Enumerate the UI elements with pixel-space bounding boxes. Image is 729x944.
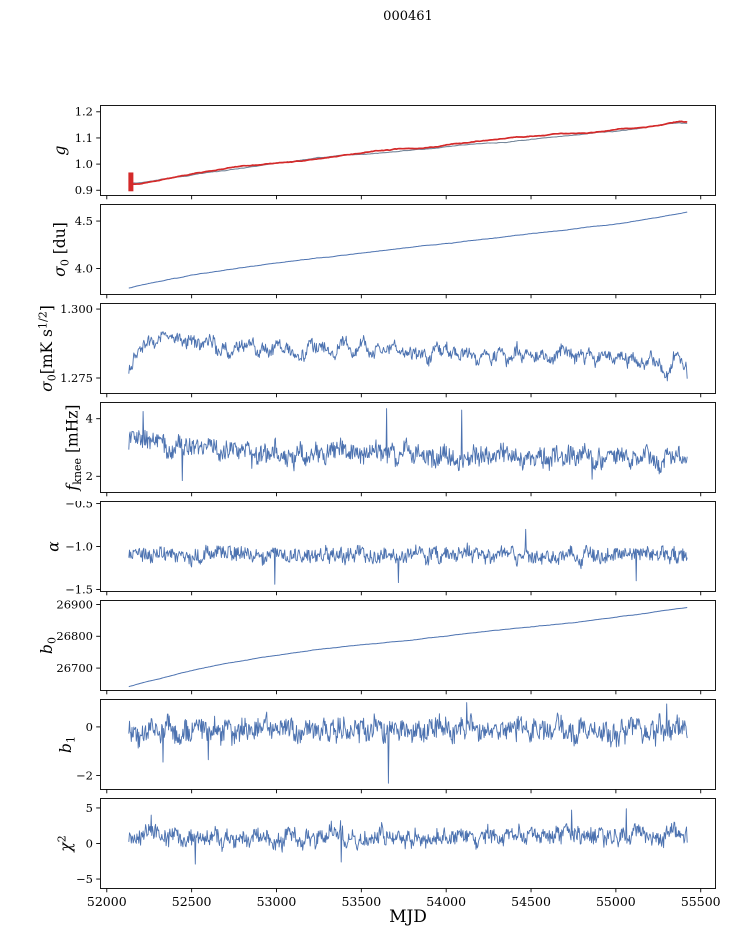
axes-border (100, 600, 716, 691)
plot-area-b1 (128, 702, 688, 784)
series-gain (128, 120, 688, 186)
plot-area-sigma0-du (128, 211, 688, 289)
x-tick-label: 53000 (257, 894, 297, 909)
figure-title: 000461 (383, 9, 433, 24)
y-tick-label: 1.300 (60, 303, 93, 316)
axes-border (100, 303, 716, 394)
y-axis-label-chi2: χ2 (56, 835, 76, 852)
y-tick-label: 1.1 (75, 131, 93, 145)
y-tick-label: 2 (86, 469, 93, 483)
series-chi2 (128, 808, 688, 865)
plot-area-sigma0-mks (128, 331, 688, 382)
y-tick-label: 1.2 (75, 105, 93, 119)
series-sigma0-rate (128, 331, 688, 382)
axes-border (100, 501, 716, 592)
x-tick-label: 53500 (341, 894, 381, 909)
x-tick-label: 55500 (681, 894, 721, 909)
x-tick-label: 54500 (511, 894, 551, 909)
y-axis-label-sigma0-mks: σ0[mK s1/2] (37, 305, 59, 392)
y-tick-label: 26900 (56, 600, 93, 611)
y-axis-label-fknee: fknee [mHz] (64, 405, 85, 492)
panel-sigma0-du: 4.0 4.5σ0 [du] (51, 204, 716, 299)
series-sigma0-du (128, 211, 688, 289)
y-tick-label: −2 (76, 768, 93, 782)
y-tick-label: 1.275 (60, 371, 93, 385)
y-tick-label: −0.5 (65, 501, 93, 510)
y-tick-label: −1.0 (65, 539, 93, 553)
x-tick-label: 55000 (596, 894, 636, 909)
axes-border (100, 105, 716, 196)
y-tick-label: 1.0 (75, 157, 93, 171)
y-axis-label-b0: b0 (38, 637, 59, 654)
y-tick-label: 5 (86, 801, 93, 815)
series-alpha (128, 528, 688, 585)
panel-alpha: −0.5 −1.0 −1.5 α (44, 501, 716, 596)
panel-g: 0.9 1.0 1.1 1.2 g (51, 105, 716, 200)
y-tick-label: 0 (86, 720, 93, 734)
plot-area-alpha (128, 528, 688, 585)
x-tick-label: 52500 (172, 894, 212, 909)
y-tick-label: −5 (76, 872, 93, 886)
y-axis-label-sigma0-du: σ0 [du] (51, 222, 72, 277)
panel-b0: 26700 26800 26900 b0 (38, 600, 716, 695)
plot-area-g (128, 120, 688, 192)
y-tick-label: 26700 (56, 661, 93, 675)
axes-border (100, 699, 716, 790)
panel-b1: −2 0 b1 (57, 699, 716, 794)
x-tick-label: 52000 (87, 894, 127, 909)
y-tick-label: 4.0 (75, 261, 93, 275)
plot-area-fknee (128, 408, 688, 482)
series-b1 (128, 702, 688, 784)
plot-area-chi2 (128, 808, 688, 865)
y-axis-label-b1: b1 (57, 736, 78, 753)
plot-area-b0 (128, 607, 688, 688)
axes-border (100, 798, 716, 889)
axes-border (100, 402, 716, 493)
y-tick-label: 4.5 (75, 214, 93, 228)
y-tick-label: 0 (86, 836, 93, 850)
axes-border (100, 204, 716, 295)
y-tick-label: −1.5 (65, 582, 93, 596)
x-tick-label: 54000 (426, 894, 466, 909)
x-axis-label: MJD (389, 907, 427, 927)
panel-chi2: −5 0 5 52000 52500 53000 53500 54000 54500 55000 5… (56, 798, 721, 909)
series-fknee (128, 408, 688, 482)
series-b0 (128, 607, 688, 688)
y-tick-label: 4 (86, 412, 93, 426)
y-axis-label-g: g (51, 145, 69, 155)
y-tick-label: 0.9 (75, 183, 93, 197)
y-axis-label-alpha: α (44, 541, 62, 552)
y-tick-label: 26800 (56, 629, 93, 643)
